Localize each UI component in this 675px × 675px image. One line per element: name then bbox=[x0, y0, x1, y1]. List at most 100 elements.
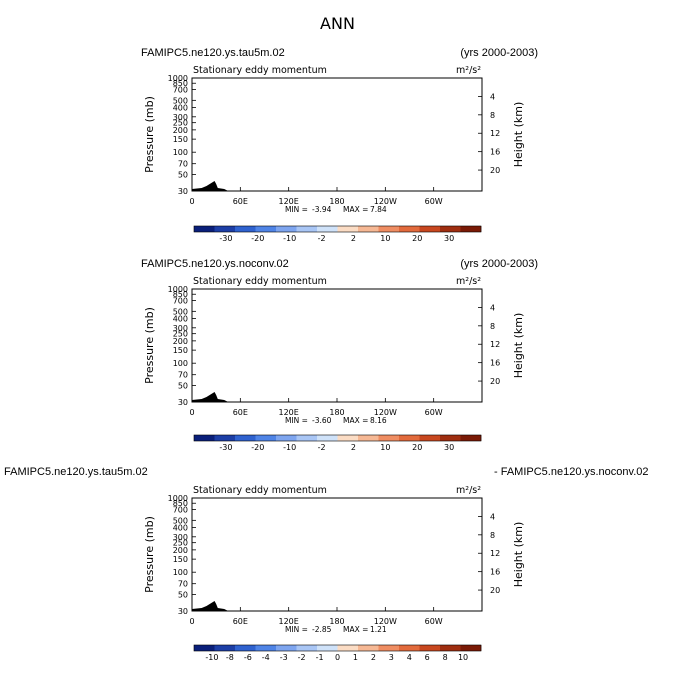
colorbar-label: 2 bbox=[351, 234, 356, 243]
y-tick-label: 1000 bbox=[168, 285, 188, 294]
x-tick-label: 60W bbox=[425, 617, 443, 626]
x-tick-label: 180 bbox=[329, 408, 344, 417]
y-tick-label: 50 bbox=[178, 591, 188, 600]
colorbar-label: 8 bbox=[443, 653, 448, 662]
x-tick-label: 180 bbox=[329, 617, 344, 626]
units-label: m²/s² bbox=[456, 485, 481, 496]
colorbar-label: 10 bbox=[380, 234, 390, 243]
colorbar-swatch bbox=[194, 226, 215, 232]
y-axis-label: Pressure (mb) bbox=[143, 96, 156, 173]
x-tick-label: 180 bbox=[329, 197, 344, 206]
max-label: MAX = bbox=[343, 416, 368, 425]
case-name-right: (yrs 2000-2003) bbox=[460, 47, 538, 59]
colorbar-swatch bbox=[296, 645, 318, 651]
x-tick-label: 60E bbox=[233, 197, 248, 206]
colorbar-swatch bbox=[378, 435, 400, 441]
colorbar-label: 10 bbox=[458, 653, 468, 662]
colorbar-swatch bbox=[460, 226, 482, 232]
colorbar-swatch bbox=[317, 435, 338, 441]
colorbar-label: -10 bbox=[283, 234, 296, 243]
case-name-left: FAMIPC5.ne120.ys.noconv.02 bbox=[141, 258, 289, 270]
colorbar-swatch bbox=[235, 645, 256, 651]
colorbar-swatch bbox=[255, 226, 277, 232]
colorbar-swatch bbox=[235, 435, 256, 441]
y-tick-label: 150 bbox=[173, 555, 188, 564]
max-label: MAX = bbox=[343, 625, 368, 634]
y-tick-label: 150 bbox=[173, 346, 188, 355]
colorbar-swatch bbox=[194, 435, 215, 441]
x-tick-label: 120E bbox=[279, 617, 299, 626]
y2-tick-label: 4 bbox=[490, 512, 495, 521]
y2-tick-label: 4 bbox=[490, 92, 495, 101]
y-axis-label: Pressure (mb) bbox=[143, 307, 156, 384]
y2-axis-label: Height (km) bbox=[512, 313, 525, 379]
y2-axis-label: Height (km) bbox=[512, 102, 525, 168]
colorbar-label: -20 bbox=[251, 234, 264, 243]
units-label: m²/s² bbox=[456, 65, 481, 76]
colorbar-swatch bbox=[378, 645, 400, 651]
y2-axis-label: Height (km) bbox=[512, 522, 525, 588]
max-value: 1.21 bbox=[370, 625, 387, 634]
colorbar-label: -30 bbox=[219, 443, 232, 452]
topography-mask bbox=[192, 601, 229, 611]
colorbar-swatch bbox=[460, 645, 482, 651]
colorbar-swatch bbox=[194, 645, 215, 651]
colorbar-swatch bbox=[337, 435, 359, 441]
y2-tick-label: 16 bbox=[490, 359, 500, 368]
colorbar-swatch bbox=[440, 435, 461, 441]
colorbar-swatch bbox=[255, 435, 277, 441]
y-tick-label: 300 bbox=[173, 113, 188, 122]
y-tick-label: 100 bbox=[173, 148, 188, 157]
y-tick-label: 250 bbox=[173, 539, 188, 548]
colorbar-swatch bbox=[399, 645, 420, 651]
colorbar-label: -20 bbox=[251, 443, 264, 452]
y-tick-label: 200 bbox=[173, 337, 188, 346]
colorbar-swatch bbox=[440, 645, 461, 651]
y2-tick-label: 20 bbox=[490, 166, 500, 175]
variable-name: Stationary eddy momentum bbox=[193, 65, 327, 76]
y-axis-label: Pressure (mb) bbox=[143, 516, 156, 593]
colorbar-swatch bbox=[296, 226, 318, 232]
colorbar-swatch bbox=[358, 435, 379, 441]
colorbar-label: 4 bbox=[407, 653, 412, 662]
y2-tick-label: 8 bbox=[490, 531, 495, 540]
colorbar-swatch bbox=[378, 226, 400, 232]
y2-tick-label: 20 bbox=[490, 586, 500, 595]
x-tick-label: 60W bbox=[425, 197, 443, 206]
colorbar-swatch bbox=[317, 226, 338, 232]
units-label: m²/s² bbox=[456, 276, 481, 287]
colorbar-swatch bbox=[276, 226, 297, 232]
y2-tick-label: 12 bbox=[490, 340, 500, 349]
page-title: ANN bbox=[320, 14, 355, 33]
colorbar-label: 20 bbox=[412, 443, 422, 452]
x-tick-label: 120E bbox=[279, 197, 299, 206]
y-tick-label: 150 bbox=[173, 135, 188, 144]
y-tick-label: 70 bbox=[178, 160, 188, 169]
x-tick-label: 120E bbox=[279, 408, 299, 417]
y-tick-label: 500 bbox=[173, 516, 188, 525]
y-tick-label: 300 bbox=[173, 533, 188, 542]
y-tick-label: 850 bbox=[173, 290, 188, 299]
colorbar-swatch bbox=[214, 226, 236, 232]
colorbar-label: 1 bbox=[353, 653, 358, 662]
colorbar-swatch bbox=[337, 645, 359, 651]
y-tick-label: 400 bbox=[173, 104, 188, 113]
y-tick-label: 30 bbox=[178, 607, 188, 616]
colorbar-label: -3 bbox=[280, 653, 288, 662]
y-tick-label: 50 bbox=[178, 382, 188, 391]
colorbar-frame bbox=[193, 225, 482, 233]
x-tick-label: 120W bbox=[374, 197, 397, 206]
colorbar-label: 20 bbox=[412, 234, 422, 243]
y-tick-label: 70 bbox=[178, 371, 188, 380]
colorbar-swatch bbox=[276, 435, 297, 441]
colorbar-swatch bbox=[399, 435, 420, 441]
y-tick-label: 50 bbox=[178, 171, 188, 180]
min-label: MIN = bbox=[285, 205, 308, 214]
min-label: MIN = bbox=[285, 625, 308, 634]
x-tick-label: 0 bbox=[189, 197, 194, 206]
y-tick-label: 250 bbox=[173, 119, 188, 128]
colorbar-swatch bbox=[358, 645, 379, 651]
colorbar-label: 2 bbox=[371, 653, 376, 662]
min-value: -3.60 bbox=[312, 416, 332, 425]
colorbar-swatch bbox=[337, 226, 359, 232]
